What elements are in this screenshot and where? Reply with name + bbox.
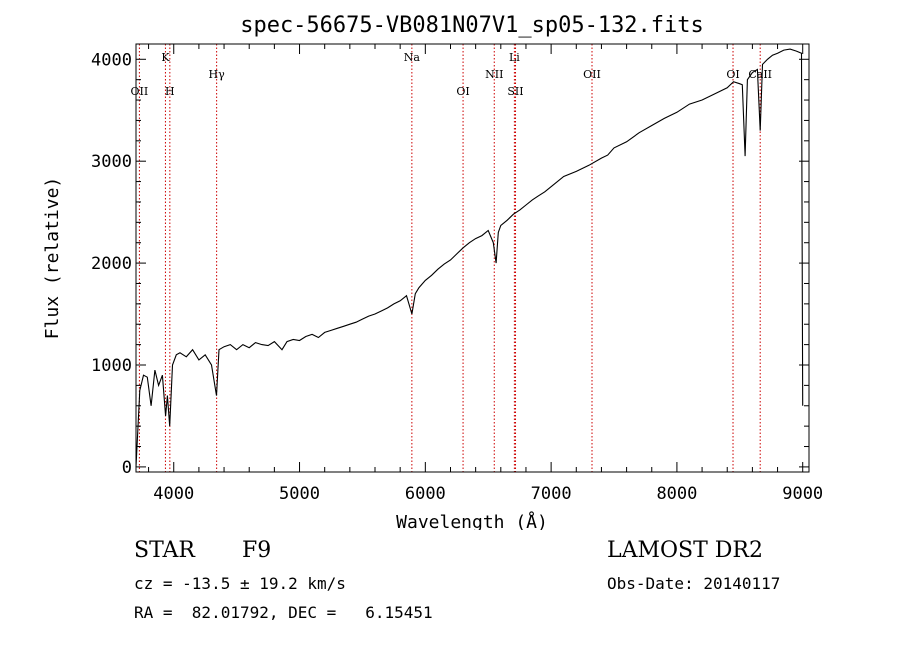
- line-marker-label: CaII: [748, 68, 772, 81]
- y-tick-label: 1000: [91, 356, 132, 376]
- line-marker-label: Na: [404, 51, 421, 64]
- y-tick-label: 0: [122, 458, 132, 478]
- line-marker-label: Li: [509, 51, 520, 64]
- y-tick-label: 4000: [91, 50, 132, 70]
- line-marker-label: OII: [583, 68, 601, 81]
- line-marker-label: Hγ: [209, 68, 226, 81]
- ra-dec-coordinates: RA = 82.01792, DEC = 6.15451: [134, 603, 433, 622]
- x-tick-label: 9000: [782, 484, 823, 504]
- plot-frame: [135, 43, 810, 473]
- redshift-velocity: cz = -13.5 ± 19.2 km/s: [134, 574, 346, 593]
- line-marker-label: H: [165, 85, 175, 98]
- x-tick-label: 7000: [531, 484, 572, 504]
- x-tick-label: 8000: [656, 484, 697, 504]
- line-marker-label: OI: [456, 85, 469, 98]
- chart-title: spec-56675-VB081N07V1_sp05-132.fits: [240, 13, 704, 38]
- x-axis: 4000 5000 6000 7000 8000 9000: [148, 44, 823, 504]
- y-tick-label: 2000: [91, 254, 132, 274]
- x-tick-label: 4000: [153, 484, 194, 504]
- x-tick-label: 5000: [279, 484, 320, 504]
- x-axis-label: Wavelength (Å): [396, 511, 548, 530]
- line-marker-label: K: [161, 51, 170, 64]
- spectrum-line: [135, 48, 804, 467]
- line-marker-label: SII: [507, 85, 523, 98]
- line-marker-label: OI: [726, 68, 739, 81]
- y-axis-label: Flux (relative): [42, 177, 63, 340]
- spectrum-chart: spec-56675-VB081N07V1_sp05-132.fits OII K…: [42, 13, 823, 530]
- x-tick-label: 6000: [405, 484, 446, 504]
- line-marker-label: OII: [131, 85, 149, 98]
- object-class: STAR: [134, 538, 195, 563]
- observation-date: Obs-Date: 20140117: [607, 574, 781, 593]
- y-axis: 0 1000 2000 3000 4000: [91, 50, 809, 478]
- emission-line-labels: OII K H Hγ Na OI NII Li SII OII OI CaII: [131, 51, 772, 98]
- y-tick-label: 3000: [91, 152, 132, 172]
- survey-name: LAMOST DR2: [607, 538, 763, 563]
- object-subclass: F9: [242, 538, 272, 563]
- line-marker-label: NII: [485, 68, 503, 81]
- emission-line-markers: [138, 44, 761, 472]
